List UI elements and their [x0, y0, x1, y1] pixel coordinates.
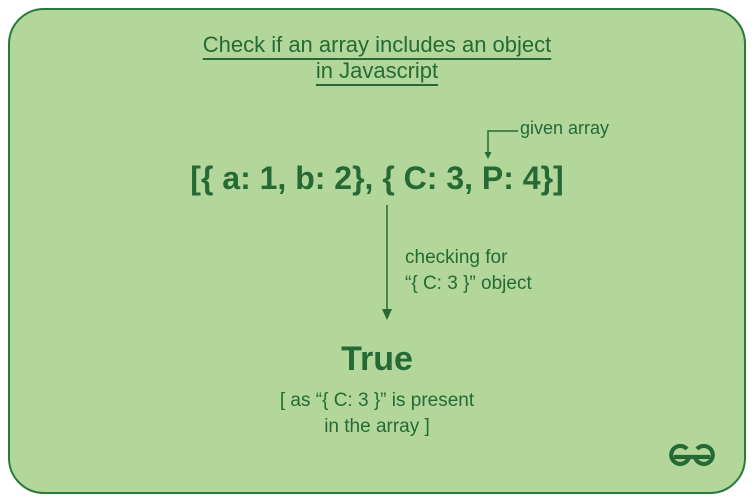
result-text: True [341, 340, 413, 379]
page-title: Check if an array includes an object in … [203, 32, 552, 83]
array-expression: [{ a: 1, b: 2}, { C: 3, P: 4}] [190, 160, 563, 197]
gfg-logo-icon [668, 442, 716, 472]
diagram-card: Check if an array includes an object in … [8, 8, 746, 494]
checking-for-label: checking for “{ C: 3 }” object [405, 245, 532, 296]
explanation-text: [ as “{ C: 3 }” is present in the array … [280, 388, 474, 439]
down-arrow-icon [386, 205, 388, 320]
given-array-arrow-icon [480, 125, 520, 165]
given-array-label: given array [520, 118, 609, 139]
title-wrap: Check if an array includes an object in … [194, 32, 561, 84]
